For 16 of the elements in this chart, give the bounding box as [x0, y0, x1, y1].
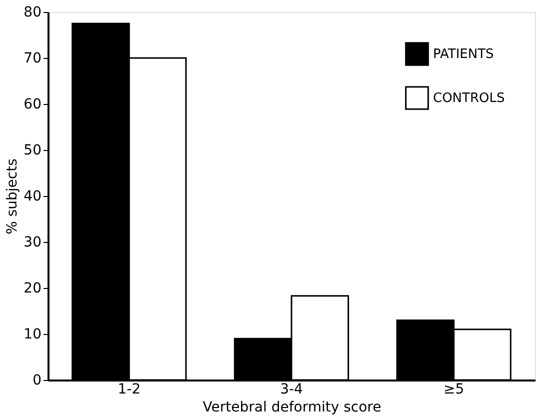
y-tick-label: 80 [24, 4, 42, 20]
y-tick-label: 40 [24, 188, 42, 204]
y-tick-label: 0 [32, 372, 42, 388]
y-tick-label: 30 [24, 234, 42, 250]
legend-label: PATIENTS [433, 47, 494, 62]
x-tick-label: 1-2 [118, 382, 141, 398]
x-axis-title: Vertebral deformity score [202, 400, 382, 416]
legend-label: CONTROLS [433, 91, 505, 106]
x-tick-label: 3-4 [280, 382, 304, 398]
y-tick-label: 50 [24, 142, 42, 158]
y-tick-label: 10 [24, 326, 42, 342]
y-tick-label: 70 [24, 50, 42, 66]
y-tick-label: 60 [24, 96, 42, 112]
x-tick-label: ≥5 [444, 382, 464, 398]
y-tick-label: 20 [24, 280, 42, 296]
y-axis-title: % subjects [4, 158, 21, 234]
